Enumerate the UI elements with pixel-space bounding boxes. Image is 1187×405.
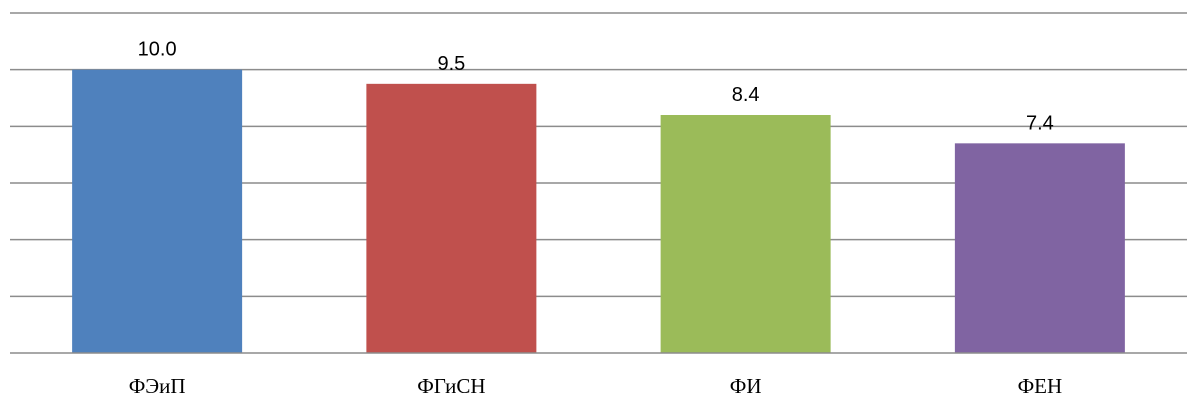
x-tick-label-4: ФЕН — [1018, 374, 1063, 398]
bars — [72, 69, 1125, 354]
data-label-1: 10.0 — [138, 39, 177, 61]
bar-3 — [660, 115, 831, 353]
bar-2 — [366, 83, 537, 353]
data-label-2: 9.5 — [437, 53, 465, 75]
x-tick-labels: ФЭиП ФГиСН ФИ ФЕН — [129, 374, 1062, 398]
bar-1 — [72, 69, 243, 354]
x-tick-label-1: ФЭиП — [129, 374, 186, 398]
data-labels: 10.0 9.5 8.4 7.4 — [138, 39, 1054, 135]
data-label-3: 8.4 — [732, 84, 760, 106]
bar-4 — [954, 143, 1125, 353]
x-tick-label-3: ФИ — [730, 374, 762, 398]
x-tick-label-2: ФГиСН — [417, 374, 485, 398]
data-label-4: 7.4 — [1026, 112, 1054, 134]
